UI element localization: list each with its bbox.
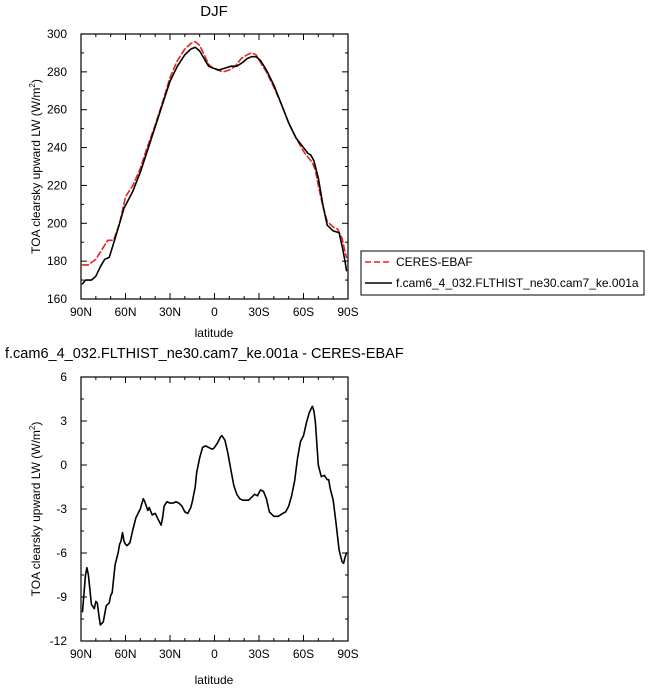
y-axis-label: TOA clearsky upward LW (W/m2) [28,79,43,254]
chart-title: f.cam6_4_032.FLTHIST_ne30.cam7_ke.001a -… [5,346,404,362]
x-tick-label: 0 [211,647,218,661]
x-tick-label: 90N [70,647,92,661]
y-tick-label: 240 [47,141,67,155]
x-axis-label: latitude [195,326,234,340]
y-tick-label: 6 [60,370,67,384]
x-axis-label: latitude [195,673,234,687]
x-tick-label: 60N [114,647,136,661]
x-tick-label: 60S [293,305,314,319]
y-axis-label-close: ) [29,79,43,83]
y-tick-label: 260 [47,103,67,117]
legend-box [360,250,645,296]
legend-label-model: f.cam6_4_032.FLTHIST_ne30.cam7_ke.001a [396,276,639,290]
legend-label-ceres-ebaf: CERES-EBAF [396,255,473,269]
y-tick-label: -3 [56,502,67,516]
x-tick-label: 60S [293,647,314,661]
chart-model-minus-ceres: f.cam6_4_032.FLTHIST_ne30.cam7_ke.001a -… [5,346,404,687]
y-axis-label-sup: 2 [28,83,37,88]
y-tick-label: 280 [47,65,67,79]
y-tick-label: -9 [56,590,67,604]
y-tick-label: 3 [60,414,67,428]
y-tick-label: 180 [47,254,67,268]
series-layer [81,40,348,285]
chart-title: DJF [200,3,228,20]
series-line-ceres-ebaf [81,40,348,266]
y-axis-label-text: TOA clearsky upward LW (W/m [29,88,43,254]
y-axis-label: TOA clearsky upward LW (W/m2) [28,422,43,597]
x-tick-label: 90S [337,647,358,661]
y-tick-label: 200 [47,216,67,230]
y-tick-label: 0 [60,458,67,472]
y-tick-label: -6 [56,546,67,560]
y-tick-label: 160 [47,292,67,306]
axis-ticks: 90N 60N 30N 0 30S 60S 90S -12 -9 -6 -3 0 3 6 [50,370,359,661]
x-tick-label: 90N [70,305,92,319]
series-line-f-cam6-4-032-flthist-ne30-cam7-ke-001a [81,46,348,285]
x-tick-label: 30N [159,305,181,319]
x-tick-label: 0 [211,305,218,319]
series-line-difference [81,405,348,626]
y-tick-label: -12 [50,634,68,648]
x-tick-label: 30S [248,647,269,661]
plot-frame [80,33,349,300]
legend: CERES-EBAF f.cam6_4_032.FLTHIST_ne30.cam… [360,250,645,296]
x-tick-label: 90S [337,305,358,319]
series-layer [81,405,348,626]
y-axis-label-sup: 2 [28,425,37,430]
x-tick-label: 30N [159,647,181,661]
y-axis-label-text: TOA clearsky upward LW (W/m [29,430,43,596]
x-tick-label: 60N [114,305,136,319]
y-tick-label: 300 [47,27,67,41]
y-tick-label: 220 [47,178,67,192]
chart-djf-zonal-mean: DJF 90N 60N 30N 0 30S 60S 90S 160 180 200 220 240 26… [28,3,359,340]
axis-ticks: 90N 60N 30N 0 30S 60S 90S 160 180 200 220 240 260 280… [47,27,359,319]
y-axis-label-close: ) [29,422,43,426]
x-tick-label: 30S [248,305,269,319]
